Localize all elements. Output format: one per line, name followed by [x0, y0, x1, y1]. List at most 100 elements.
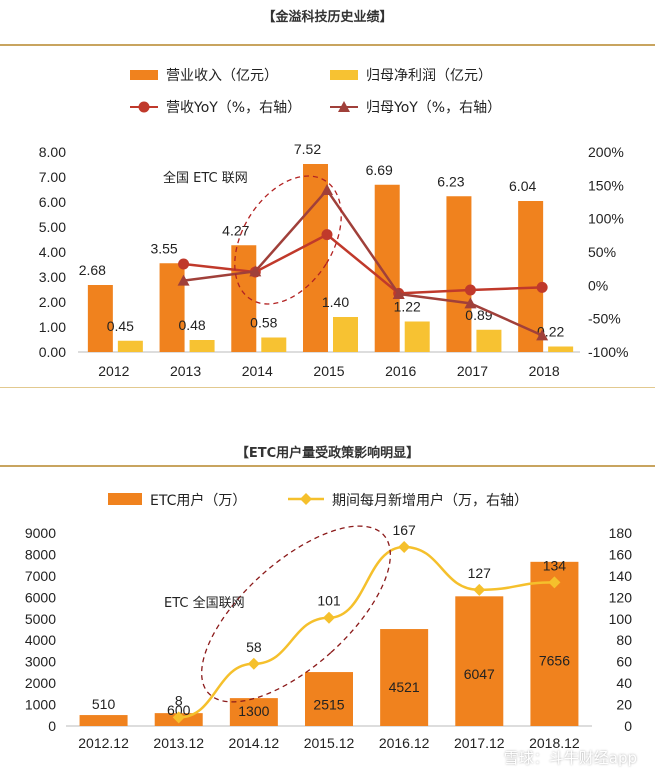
point-monthly-new — [172, 711, 185, 724]
point-profit-yoy — [464, 297, 477, 309]
label-revenue: 4.27 — [222, 222, 249, 238]
y-left-tick: 1000 — [25, 697, 56, 713]
bar-etc-users — [530, 561, 579, 726]
label-profit: 0.89 — [465, 307, 492, 323]
bar-profit — [333, 317, 358, 352]
x-tick: 2017.12 — [454, 735, 505, 751]
legend-swatch-etc-users — [108, 493, 142, 505]
y-right-tick: 160 — [609, 546, 633, 562]
label-monthly-new: 167 — [392, 522, 416, 538]
y-left-tick: 4.00 — [39, 244, 66, 260]
legend-revenue: 营业收入（亿元） — [166, 68, 278, 84]
chart1-revenue-profit: 营业收入（亿元） 归母净利润（亿元） 营收YoY（%，右轴） 归母YoY（%，右轴） 0… — [39, 67, 629, 379]
label-etc-users: 1300 — [238, 703, 269, 719]
line-revenue-yoy — [183, 233, 543, 295]
y-right-tick: 180 — [609, 525, 633, 541]
x-tick: 2016.12 — [379, 735, 430, 751]
y-right-tick: 120 — [609, 589, 633, 605]
y-right-tick: 150% — [588, 177, 624, 193]
bar-revenue — [87, 285, 113, 352]
label-revenue: 7.52 — [294, 141, 321, 157]
point-profit-yoy — [321, 184, 333, 195]
x-tick: 2017 — [457, 363, 488, 379]
label-monthly-new: 134 — [543, 557, 567, 573]
legend-revenue-yoy: 营收YoY（%，右轴） — [166, 100, 301, 116]
x-tick: 2015.12 — [304, 735, 355, 751]
point-revenue-yoy — [536, 281, 548, 293]
y-right-tick: 100 — [609, 611, 633, 627]
bar-etc-users — [305, 672, 353, 726]
y-left-tick: 0.00 — [39, 344, 66, 360]
annotation-text: 全国 ETC 联网 — [163, 170, 248, 186]
label-profit: 1.40 — [322, 294, 349, 310]
label-etc-users: 2515 — [313, 696, 344, 712]
bar-profit — [189, 340, 215, 352]
y-left-tick: 3000 — [25, 654, 56, 670]
legend-profit: 归母净利润（亿元） — [366, 67, 492, 84]
y-left-tick: 5.00 — [39, 219, 66, 235]
label-etc-users: 510 — [92, 696, 116, 712]
bar-profit — [261, 337, 287, 352]
y-left-tick: 9000 — [25, 525, 56, 541]
bar-etc-users — [79, 715, 128, 726]
y-left-tick: 7000 — [25, 568, 56, 584]
chart1-top-border — [0, 44, 655, 46]
bar-revenue — [374, 184, 400, 352]
x-tick: 2012 — [98, 363, 129, 379]
y-right-tick: 0 — [624, 718, 632, 734]
y-left-tick: 8000 — [25, 546, 56, 562]
label-profit: 1.22 — [394, 299, 421, 315]
point-profit-yoy — [536, 329, 549, 341]
point-profit-yoy — [177, 274, 190, 286]
label-revenue: 2.68 — [79, 262, 106, 278]
point-monthly-new — [247, 657, 260, 670]
chart1-title: 【金溢科技历史业绩】 — [262, 10, 393, 25]
label-revenue: 6.23 — [437, 173, 464, 189]
y-right-tick: 200% — [588, 144, 624, 160]
annotation-text: ETC 全国联网 — [164, 595, 245, 611]
bar-profit — [117, 340, 143, 352]
label-profit: 0.48 — [178, 317, 205, 333]
point-profit-yoy — [392, 288, 405, 299]
x-tick: 2018.12 — [529, 735, 580, 751]
label-revenue: 6.04 — [509, 178, 536, 194]
legend-etc-users: ETC用户（万） — [150, 492, 246, 509]
legend-swatch-profit — [330, 70, 358, 80]
line-profit-yoy — [183, 187, 543, 337]
label-revenue: 3.55 — [150, 240, 177, 256]
bar-profit — [404, 321, 430, 352]
chart1-bottom-border — [0, 387, 655, 388]
y-left-tick: 5000 — [25, 611, 56, 627]
bar-revenue — [446, 196, 472, 352]
bar-etc-users — [455, 596, 504, 726]
y-left-tick: 2000 — [25, 675, 56, 691]
y-right-tick: 0% — [588, 277, 608, 293]
point-profit-yoy — [249, 265, 262, 277]
point-monthly-new — [398, 540, 411, 553]
chart2-title: 【ETC用户量受政策影响明显】 — [235, 446, 420, 461]
y-left-tick: 0 — [48, 718, 56, 734]
y-left-tick: 2.00 — [39, 294, 66, 310]
legend-swatch-revenue — [130, 70, 158, 80]
x-tick: 2018 — [529, 363, 560, 379]
x-tick: 2012.12 — [78, 735, 129, 751]
watermark: 雪球：斗牛财经app — [503, 749, 637, 767]
label-monthly-new: 101 — [317, 593, 341, 609]
bar-revenue — [159, 263, 185, 352]
x-tick: 2014 — [242, 363, 273, 379]
point-monthly-new — [548, 576, 561, 589]
label-etc-users: 600 — [167, 702, 191, 718]
bar-profit — [476, 329, 502, 352]
legend-marker-profit-yoy — [338, 101, 350, 112]
chart2-top-border — [0, 465, 655, 467]
y-right-tick: -100% — [588, 344, 628, 360]
label-monthly-new: 8 — [175, 692, 183, 708]
label-etc-users: 6047 — [464, 666, 495, 682]
y-right-tick: 20 — [616, 697, 632, 713]
y-left-tick: 4000 — [25, 632, 56, 648]
label-etc-users: 4521 — [389, 679, 420, 695]
label-etc-users: 7656 — [539, 652, 570, 668]
y-left-tick: 6.00 — [39, 194, 66, 210]
y-right-tick: 80 — [616, 632, 632, 648]
